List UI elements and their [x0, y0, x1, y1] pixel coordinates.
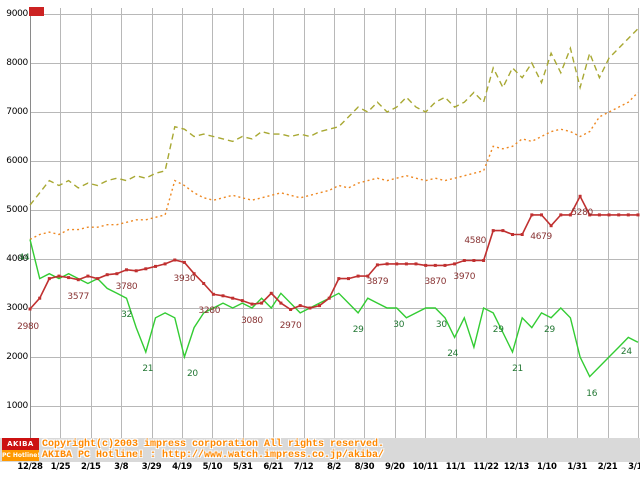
marker-price-low [47, 277, 51, 281]
akiba-logo-top: AKIBA [2, 438, 39, 450]
marker-price-low [154, 264, 157, 268]
marker-price-low [269, 291, 273, 295]
marker-price-low [289, 308, 293, 311]
marker-price-low [501, 229, 505, 233]
marker-price-low [308, 306, 312, 310]
marker-price-low [76, 278, 80, 282]
marker-price-low [472, 259, 476, 262]
marker-price-low [588, 213, 592, 217]
marker-price-low [28, 307, 32, 311]
marker-price-low [404, 262, 408, 266]
marker-price-low [540, 213, 543, 217]
series-price-avg-dotted [29, 91, 639, 241]
marker-price-low [443, 263, 447, 267]
marker-price-low [57, 274, 61, 278]
marker-price-low [192, 272, 196, 276]
marker-price-low [231, 296, 235, 300]
red-legend-marker [29, 7, 44, 16]
marker-price-low [356, 274, 360, 278]
marker-price-low [626, 213, 630, 217]
marker-price-low [96, 277, 100, 281]
site-url-text: AKIBA PC Hotline! : http://www.watch.imp… [42, 450, 385, 461]
marker-price-low [86, 274, 90, 278]
marker-price-low [433, 263, 437, 267]
marker-price-low [453, 262, 457, 266]
series-shop-count [29, 239, 639, 378]
marker-price-low [424, 263, 428, 267]
footer-band [0, 438, 640, 462]
marker-price-low [318, 304, 321, 308]
marker-price-low [385, 262, 389, 266]
marker-price-low [250, 302, 254, 306]
marker-price-low [636, 213, 640, 217]
marker-price-low [337, 277, 341, 281]
marker-price-low [597, 213, 601, 217]
series-price-high-dashed [29, 28, 639, 206]
marker-price-low [607, 213, 611, 217]
marker-price-low [549, 224, 553, 228]
copyright-text: Copyright(c)2003 impress corporation All… [42, 439, 385, 450]
marker-price-low [395, 262, 399, 266]
marker-price-low [482, 259, 486, 262]
marker-price-low [173, 258, 177, 262]
marker-price-low [520, 233, 524, 236]
akiba-logo: AKIBA PC Hotline! [2, 438, 39, 461]
marker-price-low [240, 299, 244, 303]
marker-price-low [144, 267, 148, 271]
marker-price-low [67, 276, 71, 280]
marker-price-low [163, 262, 167, 266]
marker-price-low [375, 263, 379, 267]
series-price-low [29, 194, 638, 311]
marker-price-low [125, 268, 128, 272]
marker-price-low [105, 273, 109, 277]
marker-price-low [617, 213, 621, 217]
marker-price-low [260, 301, 264, 305]
marker-price-low [211, 292, 215, 296]
marker-price-low [134, 269, 138, 273]
marker-price-low [559, 213, 563, 217]
marker-price-low [511, 233, 514, 236]
marker-price-low [202, 282, 206, 285]
marker-price-low [115, 272, 119, 276]
marker-price-low [366, 274, 370, 278]
marker-price-low [491, 229, 495, 233]
marker-price-low [414, 262, 418, 266]
marker-price-low [298, 304, 302, 308]
marker-price-low [327, 296, 331, 300]
marker-price-low [279, 301, 283, 305]
akiba-logo-bottom: PC Hotline! [2, 450, 39, 461]
marker-price-low [568, 213, 572, 217]
marker-price-low [347, 277, 350, 281]
marker-price-low [578, 194, 582, 198]
marker-price-low [462, 259, 466, 262]
marker-price-low [182, 260, 186, 264]
marker-price-low [530, 213, 534, 217]
marker-price-low [38, 296, 42, 300]
marker-price-low [221, 294, 225, 298]
